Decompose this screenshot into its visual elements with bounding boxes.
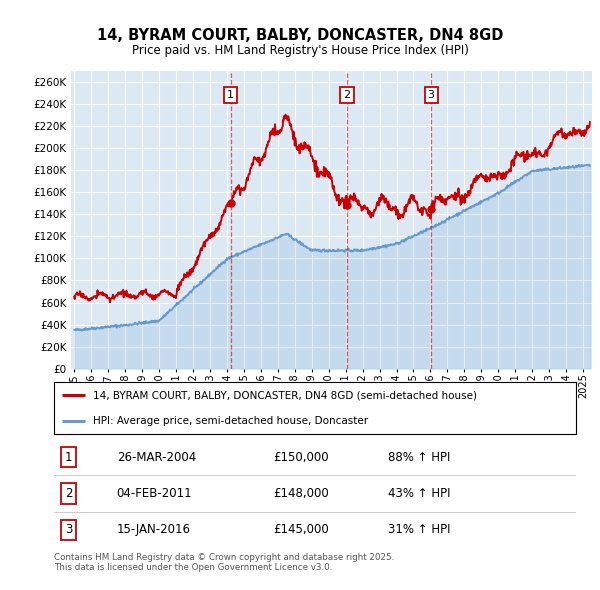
Text: 2: 2 [65,487,73,500]
Text: 1: 1 [65,451,73,464]
Text: Price paid vs. HM Land Registry's House Price Index (HPI): Price paid vs. HM Land Registry's House … [131,44,469,57]
Text: 04-FEB-2011: 04-FEB-2011 [116,487,192,500]
Text: 1: 1 [227,90,234,100]
Text: 26-MAR-2004: 26-MAR-2004 [116,451,196,464]
Text: £148,000: £148,000 [273,487,329,500]
Text: 43% ↑ HPI: 43% ↑ HPI [388,487,451,500]
Text: HPI: Average price, semi-detached house, Doncaster: HPI: Average price, semi-detached house,… [93,416,368,426]
Text: 88% ↑ HPI: 88% ↑ HPI [388,451,451,464]
Text: 31% ↑ HPI: 31% ↑ HPI [388,523,451,536]
Text: 3: 3 [428,90,434,100]
Text: 14, BYRAM COURT, BALBY, DONCASTER, DN4 8GD: 14, BYRAM COURT, BALBY, DONCASTER, DN4 8… [97,28,503,43]
Text: £150,000: £150,000 [273,451,329,464]
Text: 3: 3 [65,523,73,536]
Text: 15-JAN-2016: 15-JAN-2016 [116,523,191,536]
Text: £145,000: £145,000 [273,523,329,536]
Text: 2: 2 [344,90,351,100]
Text: Contains HM Land Registry data © Crown copyright and database right 2025.
This d: Contains HM Land Registry data © Crown c… [54,553,394,572]
Text: 14, BYRAM COURT, BALBY, DONCASTER, DN4 8GD (semi-detached house): 14, BYRAM COURT, BALBY, DONCASTER, DN4 8… [93,390,477,400]
